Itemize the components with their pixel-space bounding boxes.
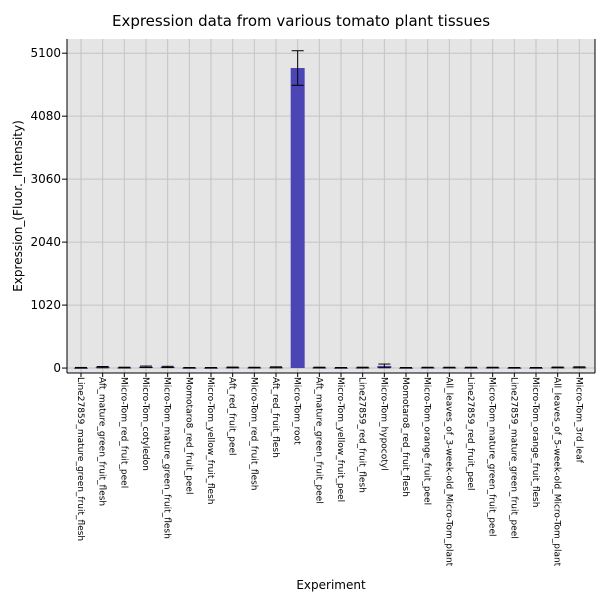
x-tick-label: Momotaro8_red_fruit_peel [183, 377, 193, 494]
x-tick-label: Micro-Tom_mature_green_fruit_peel [487, 377, 497, 537]
bar [290, 68, 305, 369]
x-tick-label: Micro-Tom_yellow_fruit_peel [335, 377, 345, 502]
chart-title: Expression data from various tomato plan… [112, 12, 490, 30]
y-tick-label: 5100 [30, 46, 61, 60]
x-tick-label: Micro-Tom_yellow_fruit_flesh [205, 377, 215, 505]
x-tick-label: All_leaves_of_3-week-old_Micro-Tom_plant [443, 377, 453, 567]
x-tick-label: Line27859_mature_green_fruit_flesh [75, 377, 85, 541]
x-tick-label: Line27859_mature_green_fruit_peel [508, 377, 518, 539]
x-tick-label: Line27859_red_fruit_flesh [357, 377, 367, 493]
y-tick-label: 2040 [30, 235, 61, 249]
y-tick-label: 1020 [30, 298, 61, 312]
x-tick-label: Micro-Tom_3rd_leaf [573, 377, 583, 464]
plot-area [67, 39, 595, 373]
x-tick-label: Micro-Tom_red_fruit_peel [118, 377, 128, 488]
y-tick-label: 4080 [30, 109, 61, 123]
x-tick-label: Line27859_red_fruit_peel [465, 377, 475, 491]
x-tick-label: Micro-Tom_orange_fruit_flesh [530, 377, 540, 507]
error-bars [75, 50, 586, 369]
x-tick-label: Micro-Tom_red_fruit_flesh [248, 377, 258, 491]
y-tick-label: 3060 [30, 172, 61, 186]
x-tick-label: All_leaves_of_5-week-old_Micro-Tom_plant [552, 377, 562, 567]
x-tick-label: Aft_mature_green_fruit_flesh [97, 377, 107, 506]
x-tick-label: Aft_red_fruit_peel [227, 377, 237, 456]
y-axis-label: Expression_(Fluor._Intensity) [11, 120, 25, 292]
x-axis-ticks: Line27859_mature_green_fruit_flesh Aft_ma… [75, 373, 583, 567]
x-axis-label: Experiment [296, 578, 366, 592]
x-tick-label: Micro-Tom_orange_fruit_peel [422, 377, 432, 505]
x-tick-label: Aft_red_fruit_flesh [270, 377, 280, 458]
x-tick-label: Micro-Tom_hypocotyl [378, 377, 388, 471]
x-tick-label: Micro-Tom_mature_green_fruit_flesh [162, 377, 172, 539]
x-tick-label: Micro-Tom_cotyledon [140, 377, 150, 471]
x-tick-label: Micro-Tom_root [292, 377, 302, 445]
x-tick-label: Momotaro8_red_fruit_flesh [400, 377, 410, 497]
y-axis-ticks: 0 1020 2040 3060 4080 5100 [30, 46, 67, 375]
x-tick-label: Aft_mature_green_fruit_peel [313, 377, 323, 504]
y-tick-label: 0 [53, 361, 61, 375]
